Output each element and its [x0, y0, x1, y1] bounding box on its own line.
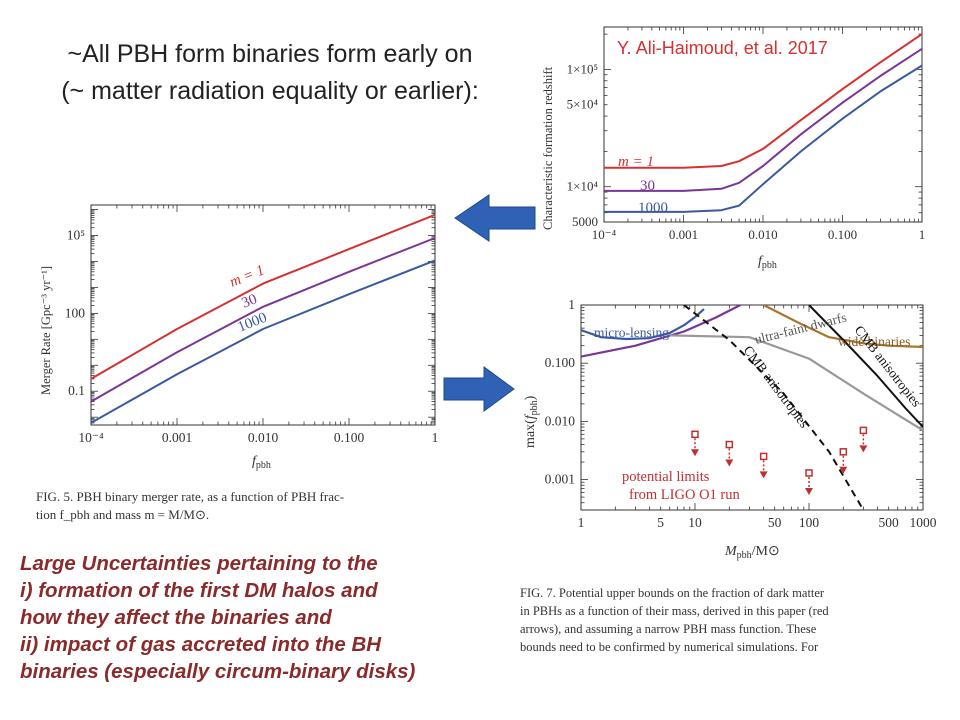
figz-xtick-label: 0.001 [669, 227, 698, 242]
fig7-ytick-label: 0.010 [545, 413, 576, 428]
pbh-constraints-chart: 1 5 10 50 100 500 1000 0.001 0.010 0.100 1 micro-l… [523, 297, 937, 561]
fig7-limit-marker [805, 469, 813, 477]
fig7-label-micro-lensing: micro-lensing [594, 325, 669, 340]
fig5-xlabel: fpbh [252, 454, 271, 471]
fig5-label-m1: m = 1 [228, 262, 267, 290]
figz-label-m1: m = 1 [618, 154, 654, 170]
figz-label-1000: 1000 [638, 200, 668, 216]
fig5-label-30: 30 [240, 291, 260, 311]
fig5-series-line [90, 213, 436, 380]
fig7-limit-marker [859, 426, 868, 435]
fig5-caption-line-2: tion f_pbh and mass m = M/M⊙. [36, 507, 210, 522]
fig5-series-line [90, 259, 436, 424]
fig7-series-line [581, 308, 705, 341]
fig7-label-potential-2: from LIGO O1 run [629, 487, 740, 503]
figz-ytick-label: 5000 [572, 214, 598, 229]
fig7-caption-line-2: in PBHs as a function of their mass, der… [520, 604, 829, 618]
figz-xtick-label: 10⁻⁴ [592, 227, 617, 242]
fig5-ytick-label: 0.1 [68, 383, 85, 398]
fig7-series-line [683, 305, 865, 510]
fig7-label-wide-binaries: wide binaries [838, 334, 910, 349]
fig5-xtick-label: 0.100 [334, 430, 365, 445]
figz-xtick-label: 0.100 [828, 227, 857, 242]
fig5-ylabel: Merger Rate [Gpc⁻³ yr⁻¹] [39, 266, 53, 395]
fig7-limit-marker [691, 430, 699, 439]
figz-xtick-label: 0.010 [748, 227, 777, 242]
fig7-series-line [763, 305, 923, 349]
fig7-series-line [581, 305, 741, 358]
figz-ytick-label: 5×10⁴ [567, 97, 599, 112]
figz-series-line [604, 64, 923, 213]
fig7-xtick-label: 1 [578, 515, 585, 530]
fig5-xtick-label: 1 [432, 430, 439, 445]
fig7-series-line [808, 305, 923, 428]
arrow-left-icon [454, 194, 536, 242]
fig7-limit-marker [759, 452, 768, 461]
uncertainties-line-1: Large Uncertainties pertaining to the [20, 552, 378, 575]
fig7-limit-arrow-head [859, 445, 868, 453]
fig7-limit-marker [725, 440, 734, 449]
fig7-caption-line-1: FIG. 7. Potential upper bounds on the fr… [520, 586, 825, 600]
fig5-caption-line-1: FIG. 5. PBH binary merger rate, as a fun… [36, 489, 345, 504]
fig7-label-ultra-faint: ultra-faint dwarfs [753, 310, 848, 347]
uncertainties-line-4: ii) impact of gas accreted into the BH [20, 633, 382, 656]
fig7-frame [580, 304, 924, 511]
fig5-xtick-label: 0.001 [162, 430, 192, 445]
figz-series-line [604, 47, 923, 192]
fig7-limit-marker [839, 448, 848, 456]
merger-rate-chart: Merger Rate [Gpc⁻³ yr⁻¹] 10⁻⁴ 0.001 0.010 0… [39, 204, 439, 471]
formation-redshift-chart: 10⁻⁴ 0.001 0.010 0.100 150001×10⁴5×10⁴1×10⁵ … [541, 26, 926, 271]
uncertainties-line-2: i) formation of the first DM halos and [20, 579, 378, 602]
fig7-limit-arrow-head [839, 466, 848, 474]
figz-xlabel: fpbh [758, 254, 777, 271]
fig7-xtick-label: 1000 [910, 515, 937, 530]
fig7-xtick-label: 100 [799, 515, 820, 530]
fig7-ytick-label: 0.001 [545, 472, 575, 487]
headline-line-2: (~ matter radiation equality or earlier)… [61, 77, 479, 105]
arrow-right-icon [443, 366, 515, 412]
figz-ytick-label: 1×10⁴ [567, 179, 599, 194]
fig7-ytick-label: 0.100 [545, 355, 576, 370]
fig7-limit-arrow-head [805, 487, 813, 495]
headline: ~All PBH form binaries form early on (~ … [0, 36, 540, 110]
fig7-xtick-label: 10 [688, 515, 702, 530]
fig5-ytick-label: 10⁵ [67, 228, 86, 243]
fig7-caption-line-4: bounds need to be confirmed by numerical… [520, 640, 819, 654]
fig5-xtick-label: 10⁻⁴ [78, 430, 104, 445]
uncertainties-text: Large Uncertainties pertaining to the i)… [20, 550, 520, 685]
uncertainties-line-3: how they affect the binaries and [20, 606, 332, 629]
fig5-xtick-label: 0.010 [248, 430, 279, 445]
fig5-caption: FIG. 5. PBH binary merger rate, as a fun… [36, 488, 476, 524]
fig7-xtick-label: 5 [657, 515, 664, 530]
figz-ytick-label: 1×10⁵ [567, 61, 598, 76]
fig7-caption: FIG. 7. Potential upper bounds on the fr… [520, 584, 950, 656]
figz-series-line [604, 33, 923, 169]
fig7-limit-arrow-head [725, 459, 734, 467]
fig5-label-1000: 1000 [236, 310, 270, 336]
fig7-ytick-label: 1 [568, 297, 575, 312]
fig7-limit-arrow-head [691, 449, 699, 457]
fig5-series-line [90, 237, 436, 403]
fig7-limit-arrow-head [759, 471, 768, 479]
figz-citation: Y. Ali-Haimoud, et al. 2017 [617, 38, 828, 58]
fig7-xlabel: Mpbh/M⊙ [724, 544, 780, 561]
figz-label-30: 30 [640, 178, 655, 194]
uncertainties-line-5: binaries (especially circum-binary disks… [20, 660, 416, 683]
fig7-ylabel: max(fpbh) [523, 395, 540, 448]
fig7-series-line [669, 334, 923, 432]
figz-xtick-label: 1 [919, 227, 926, 242]
fig7-caption-line-3: arrows), and assuming a narrow PBH mass … [520, 622, 817, 636]
fig7-label-potential-1: potential limits [622, 469, 710, 485]
fig5-ytick-label: 100 [65, 305, 86, 320]
headline-line-1: ~All PBH form binaries form early on [67, 40, 473, 68]
figz-ylabel: Characteristic formation redshift [541, 66, 555, 230]
fig7-xtick-label: 50 [768, 515, 782, 530]
fig7-xtick-label: 500 [879, 515, 900, 530]
